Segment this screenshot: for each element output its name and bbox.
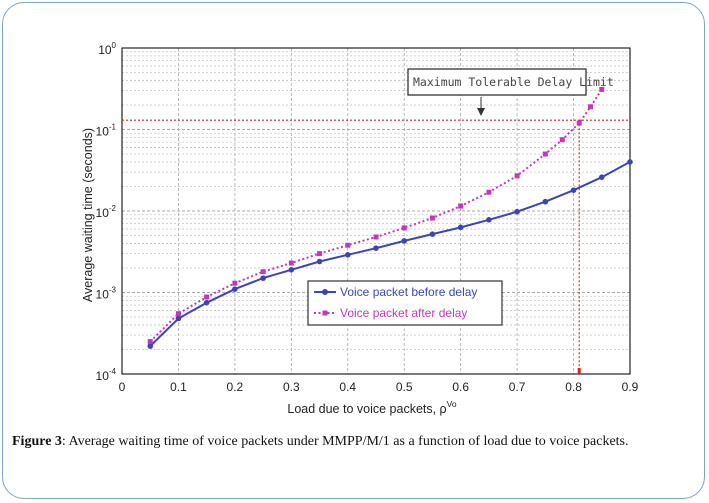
tick-layer: 0 0.1 0.2 0.3 0.4 0.5 0.6 0.7 0.8 0.910-410-310-2… — [96, 41, 639, 394]
data-point-before-delay — [175, 315, 182, 322]
data-point-before-delay — [260, 275, 266, 281]
x-tick-label: 0.1 — [170, 380, 187, 394]
threshold-annotation-label: Maximum Tolerable Delay Limit — [413, 75, 614, 89]
data-point-after-delay — [232, 280, 238, 286]
threshold-axis-marker — [577, 368, 581, 374]
axes-box — [121, 47, 631, 375]
x-tick-label: 0.6 — [452, 380, 469, 394]
y-tick-label: 10-3 — [96, 286, 117, 302]
y-tick-label: 10-2 — [96, 204, 117, 220]
data-point-before-delay — [457, 224, 464, 231]
legend-box — [307, 280, 503, 326]
data-point-after-delay — [486, 189, 492, 195]
x-tick-label: 0.7 — [509, 380, 526, 394]
data-point-before-delay — [514, 208, 520, 215]
y-tick-label: 10-1 — [96, 123, 117, 139]
series-layer — [147, 86, 633, 349]
data-point-after-delay — [288, 260, 294, 266]
data-point-after-delay — [559, 137, 565, 143]
y-tick-base: 10 — [98, 43, 112, 57]
x-tick-label: 0.8 — [565, 380, 582, 394]
y-axis-label: Average waiting time (seconds) — [81, 128, 95, 302]
x-tick-label: 0.3 — [283, 380, 300, 394]
data-point-after-delay — [542, 151, 548, 157]
x-tick-label: 0.5 — [396, 380, 413, 394]
y-tick-base: 10 — [96, 288, 110, 302]
threshold-layer — [122, 119, 630, 374]
legend-marker-before — [322, 289, 328, 295]
data-point-after-delay — [260, 269, 266, 275]
data-point-before-delay — [598, 174, 605, 180]
data-point-before-delay — [316, 258, 323, 265]
series-line-before-delay — [149, 161, 631, 347]
caption-text: : Average waiting time of voice packets … — [61, 434, 629, 449]
data-point-after-delay — [345, 242, 351, 248]
x-tick-label: 0.4 — [339, 380, 356, 394]
data-point-before-delay — [401, 238, 408, 244]
caption-label: Figure 3 — [12, 434, 62, 449]
y-tick-label: 100 — [98, 41, 116, 57]
legend-marker-after — [322, 310, 328, 316]
x-tick-label: 0.2 — [227, 380, 244, 394]
data-point-before-delay — [288, 266, 295, 273]
y-tick-base: 10 — [96, 125, 110, 139]
data-point-after-delay — [514, 173, 520, 179]
x-axis-label-main: Load due to voice packets, ρ — [287, 402, 446, 416]
data-point-after-delay — [576, 120, 582, 126]
data-point-before-delay — [344, 252, 351, 258]
data-point-after-delay — [599, 86, 605, 92]
data-point-before-delay — [627, 159, 633, 165]
data-point-before-delay — [570, 187, 577, 193]
threshold-annotation-box — [407, 68, 587, 96]
legend: Voice packet before delay Voice packet a… — [307, 280, 503, 326]
figure-frame — [2, 2, 705, 499]
data-point-before-delay — [232, 286, 238, 292]
data-point-after-delay — [175, 311, 181, 317]
data-point-after-delay — [147, 339, 153, 345]
data-point-before-delay — [486, 216, 492, 223]
data-point-before-delay — [373, 245, 379, 251]
data-point-before-delay — [147, 343, 154, 349]
x-axis-label: Load due to voice packets, ρVo — [287, 399, 456, 416]
data-point-after-delay — [587, 104, 593, 110]
y-tick-base: 10 — [96, 369, 110, 383]
legend-label-before: Voice packet before delay — [340, 285, 477, 299]
legend-label-after: Voice packet after delay — [340, 306, 467, 320]
y-tick-exponent: -3 — [109, 286, 117, 295]
x-axis-label-superscript: Vo — [447, 399, 457, 409]
y-tick-exponent: -1 — [109, 123, 117, 132]
data-point-after-delay — [373, 234, 379, 240]
x-tick-label: 0 — [119, 380, 126, 394]
y-tick-exponent: 0 — [112, 41, 117, 50]
data-point-before-delay — [203, 299, 210, 306]
data-point-after-delay — [204, 294, 210, 300]
y-tick-exponent: -4 — [109, 367, 117, 376]
data-point-after-delay — [429, 215, 435, 221]
data-point-before-delay — [429, 231, 436, 237]
y-tick-base: 10 — [96, 206, 110, 220]
threshold-annotation-arrowhead — [477, 108, 485, 116]
chart: 0 0.1 0.2 0.3 0.4 0.5 0.6 0.7 0.8 0.910-410-310-2… — [81, 41, 639, 416]
data-point-before-delay — [542, 198, 549, 205]
x-tick-label: 0.9 — [622, 380, 639, 394]
data-point-after-delay — [317, 251, 323, 257]
threshold-annotation: Maximum Tolerable Delay Limit — [407, 68, 614, 116]
y-tick-label: 10-4 — [96, 367, 117, 383]
data-point-after-delay — [401, 225, 407, 231]
y-tick-exponent: -2 — [109, 204, 117, 213]
data-point-after-delay — [458, 203, 464, 209]
figure-caption: Figure 3: Average waiting time of voice … — [12, 433, 702, 450]
